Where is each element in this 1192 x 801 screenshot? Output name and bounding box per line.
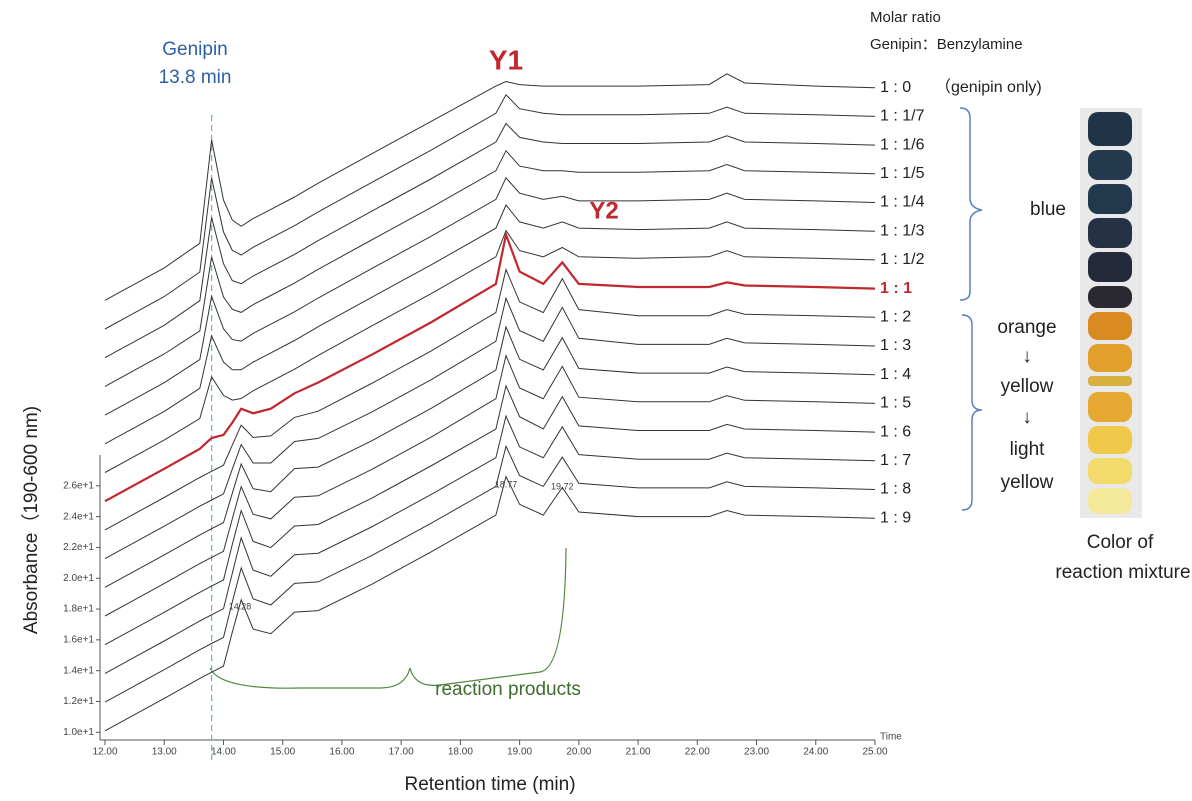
x-tick-label: 25.00	[862, 747, 887, 758]
swatch-caption: reaction mixture	[1055, 562, 1190, 583]
peak-name: Y2	[589, 197, 618, 224]
group-label: ↓	[1022, 407, 1032, 428]
tube	[1088, 150, 1132, 180]
trace	[104, 296, 876, 560]
x-tick-label: 24.00	[803, 747, 828, 758]
y-tick-label: 2.4e+1	[63, 511, 94, 522]
legend-label: 1 : 9	[880, 509, 911, 526]
legend-label: 1 : 1	[880, 280, 912, 297]
y-tick-label: 1.2e+1	[63, 696, 94, 707]
legend-title: Genipin：Benzylamine	[870, 36, 1023, 53]
legend-label: 1 : 1/5	[880, 165, 925, 182]
x-tick-label: 23.00	[744, 747, 769, 758]
legend-label: 1 : 1/3	[880, 222, 925, 239]
x-tick-label: 14.00	[211, 747, 236, 758]
tube	[1088, 426, 1132, 454]
group-label: orange	[997, 317, 1056, 338]
tube	[1088, 218, 1132, 248]
x-axis-title: Retention time (min)	[404, 774, 575, 795]
genipin-label: Genipin	[162, 39, 228, 60]
trace	[104, 73, 876, 301]
y-tick-label: 1.4e+1	[63, 665, 94, 676]
legend-label: 1 : 1/2	[880, 251, 925, 268]
x-tick-label: 12.00	[92, 747, 117, 758]
x-tick-label: 17.00	[389, 747, 414, 758]
trace	[104, 353, 876, 617]
y-tick-label: 1.8e+1	[63, 604, 94, 615]
trace	[104, 444, 876, 703]
trace	[104, 122, 876, 359]
trace	[104, 229, 876, 473]
products-label: reaction products	[435, 679, 581, 700]
trace	[104, 414, 876, 674]
tube	[1088, 458, 1132, 484]
legend-label: 1 : 1/4	[880, 194, 925, 211]
tube	[1088, 184, 1132, 214]
x-tick-label: 18.00	[448, 747, 473, 758]
peak-label: 19.72	[551, 481, 574, 491]
x-tick-label: 19.00	[507, 747, 532, 758]
group-label: ↓	[1022, 346, 1032, 367]
tube	[1088, 112, 1132, 146]
legend-label: 1 : 7	[880, 452, 911, 469]
y-tick-label: 2.0e+1	[63, 573, 94, 584]
x-tick-label: 13.00	[152, 747, 177, 758]
legend-title: Molar ratio	[870, 9, 941, 26]
trace	[104, 325, 876, 588]
trace	[104, 267, 876, 531]
legend-label: 1 : 8	[880, 481, 911, 498]
y-tick-label: 1.0e+1	[63, 727, 94, 738]
group-label: yellow	[1001, 472, 1054, 493]
x-unit-label: Time	[880, 732, 902, 743]
peak-name: Y1	[489, 44, 523, 75]
legend-label: 1 : 2	[880, 308, 911, 325]
tube	[1088, 252, 1132, 282]
group-label: yellow	[1001, 376, 1054, 397]
trace	[104, 384, 876, 646]
swatch-caption: Color of	[1087, 532, 1154, 553]
y-axis-title: Absorbance（190-600 nm)	[20, 406, 42, 634]
trace	[104, 176, 876, 416]
genipin-label: 13.8 min	[159, 67, 232, 88]
trace	[104, 230, 876, 503]
peak-label: 14.28	[229, 601, 252, 611]
tube	[1088, 392, 1132, 422]
group-label: blue	[1030, 199, 1066, 220]
x-tick-label: 20.00	[566, 747, 591, 758]
series-note: （genipin only)	[935, 78, 1042, 96]
group-label: light	[1010, 439, 1046, 460]
x-tick-label: 15.00	[270, 747, 295, 758]
x-tick-label: 22.00	[685, 747, 710, 758]
trace	[104, 475, 876, 732]
bracket	[961, 314, 983, 511]
y-tick-label: 2.2e+1	[63, 542, 94, 553]
tube	[1088, 286, 1132, 308]
y-tick-label: 2.6e+1	[63, 480, 94, 491]
legend-label: 1 : 1/7	[880, 108, 925, 125]
x-tick-label: 16.00	[329, 747, 354, 758]
tube	[1088, 488, 1132, 514]
products-brace	[209, 547, 567, 689]
legend-label: 1 : 6	[880, 423, 911, 440]
trace	[104, 93, 876, 330]
legend-label: 1 : 0	[880, 79, 911, 96]
tube-photo	[1080, 108, 1142, 518]
tube	[1088, 344, 1132, 372]
trace	[104, 149, 876, 387]
x-tick-label: 21.00	[626, 747, 651, 758]
legend-label: 1 : 4	[880, 366, 911, 383]
tube	[1088, 312, 1132, 340]
trace	[104, 204, 876, 445]
legend-label: 1 : 3	[880, 337, 911, 354]
bracket	[959, 107, 983, 301]
peak-label: 18.77	[495, 479, 518, 489]
tube	[1088, 376, 1132, 386]
legend-label: 1 : 1/6	[880, 136, 925, 153]
y-tick-label: 1.6e+1	[63, 635, 94, 646]
legend-label: 1 : 5	[880, 395, 911, 412]
